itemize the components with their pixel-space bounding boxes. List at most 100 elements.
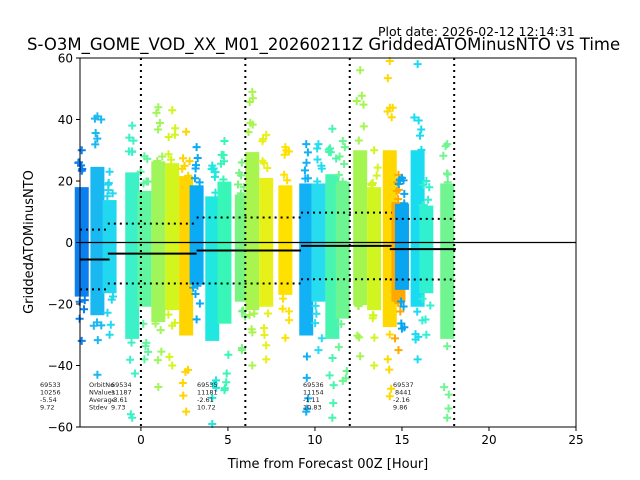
- scatter-point: [248, 87, 257, 96]
- scatter-point: [108, 292, 117, 301]
- scatter-point: [279, 294, 288, 303]
- scatter-point: [359, 122, 368, 131]
- scatter-point: [178, 379, 187, 388]
- scatter-point: [93, 336, 102, 345]
- scatter-point: [353, 331, 362, 340]
- scatter-point: [77, 336, 86, 345]
- scatter-point: [417, 145, 426, 154]
- scatter-point: [189, 283, 198, 292]
- scan-band: [258, 130, 274, 364]
- scatter-point: [338, 137, 347, 146]
- scatter-point: [236, 189, 245, 198]
- scatter-point: [400, 199, 409, 208]
- scatter-point: [182, 407, 191, 416]
- scatter-point: [157, 347, 166, 356]
- scan-band: [124, 121, 140, 422]
- scatter-point: [154, 383, 163, 392]
- scatter-point: [184, 171, 193, 180]
- stats-header-label: Average: [89, 396, 116, 404]
- scatter-point: [167, 155, 176, 164]
- scan-band: [244, 87, 260, 370]
- scatter-point: [356, 352, 365, 361]
- stdev-value: 10.83: [303, 404, 322, 412]
- stats-header-label: OrbitNo: [89, 381, 114, 389]
- scatter-point: [105, 167, 114, 176]
- x-tick-label: 10: [307, 433, 322, 447]
- scatter-core: [137, 190, 152, 307]
- scatter-point: [388, 103, 397, 112]
- scatter-point: [182, 127, 191, 136]
- scatter-point: [248, 120, 257, 129]
- scatter-point: [414, 116, 423, 125]
- scatter-point: [328, 413, 337, 422]
- n-values: 11154: [303, 389, 324, 397]
- scatter-point: [104, 186, 113, 195]
- scatter-point: [193, 153, 202, 162]
- scatter-point: [237, 346, 246, 355]
- y-tick-label: 40: [58, 113, 73, 127]
- scatter-core: [367, 187, 382, 311]
- scatter-core: [165, 163, 180, 311]
- n-values: 10256: [40, 389, 61, 397]
- scatter-point: [222, 369, 231, 378]
- scatter-point: [385, 365, 394, 374]
- scan-band: [394, 173, 409, 333]
- scatter-point: [164, 150, 173, 159]
- scatter-point: [340, 143, 349, 152]
- scatter-point: [106, 320, 115, 329]
- scatter-point: [191, 161, 200, 170]
- scatter-point: [443, 178, 452, 187]
- scan-band: [278, 143, 294, 342]
- x-axis-ticks: 0 5 10 15 20 25: [137, 427, 584, 447]
- scatter-point: [394, 346, 403, 355]
- scatter-point: [397, 324, 406, 333]
- scatter-core: [125, 172, 140, 339]
- scatter-point: [263, 164, 272, 173]
- scatter-point: [170, 130, 179, 139]
- scatter-point: [422, 330, 431, 339]
- scatter-point: [185, 157, 194, 166]
- scatter-point: [328, 354, 337, 363]
- scatter-point: [75, 158, 84, 167]
- scatter-point: [283, 176, 292, 185]
- scatter-point: [168, 106, 177, 115]
- scatter-core: [335, 181, 350, 319]
- scatter-core: [189, 185, 204, 285]
- average-value: -2.16: [393, 396, 410, 404]
- scatter-point: [280, 150, 289, 159]
- scatter-point: [334, 343, 343, 352]
- scan-band: [352, 66, 368, 361]
- scatter-point: [153, 156, 162, 165]
- scatter-point: [396, 307, 405, 316]
- scatter-point: [400, 189, 409, 198]
- scatter-point: [413, 307, 422, 316]
- stat-lines: [80, 211, 576, 291]
- scatter-point: [93, 112, 102, 121]
- orbit-number: 69534: [111, 381, 132, 389]
- scatter-point: [91, 140, 100, 149]
- scatter-point: [192, 143, 201, 152]
- x-tick-label: 5: [224, 433, 232, 447]
- scan-band: [311, 140, 326, 355]
- scatter-point: [237, 171, 246, 180]
- scatter-point: [260, 159, 269, 168]
- scatter-point: [281, 333, 290, 342]
- scatter-point: [97, 321, 106, 330]
- scatter-core: [102, 200, 117, 294]
- scatter-point: [312, 309, 321, 318]
- scatter-point: [354, 301, 363, 310]
- scatter-point: [103, 192, 112, 201]
- scatter-point: [387, 384, 396, 393]
- scan-band: [217, 137, 233, 395]
- scatter-point: [195, 178, 204, 187]
- scatter-point: [258, 137, 267, 146]
- scatter-point: [136, 167, 145, 176]
- scatter-point: [425, 183, 434, 192]
- scatter-point: [397, 173, 406, 182]
- scatter-point: [217, 150, 226, 159]
- scatter-point: [399, 302, 408, 311]
- n-values: 8441: [395, 389, 412, 397]
- scatter-point: [154, 103, 163, 112]
- scatter-core: [245, 152, 260, 311]
